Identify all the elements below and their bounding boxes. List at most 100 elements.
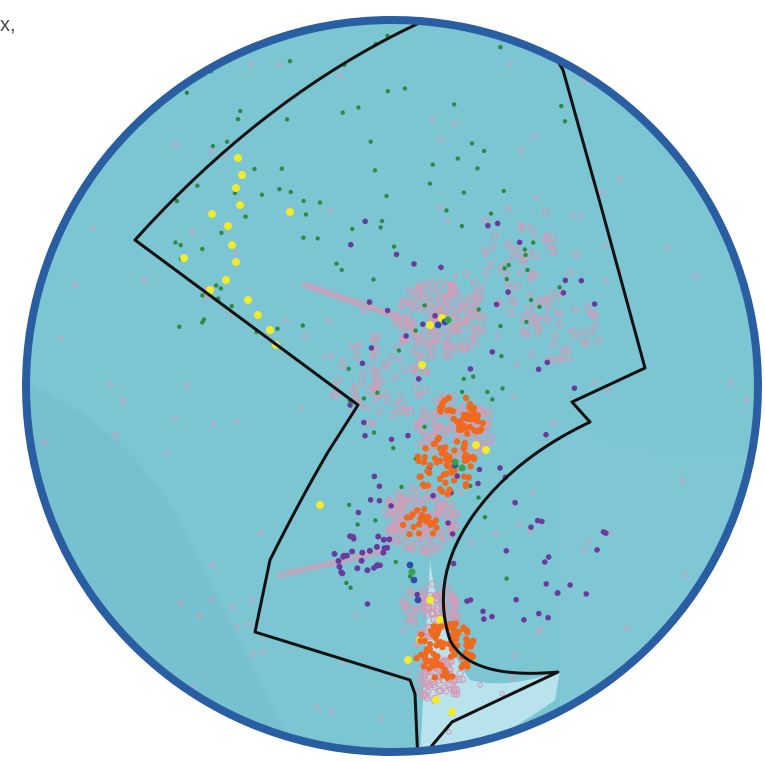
purple-marker [513, 596, 519, 603]
purple-marker [362, 218, 369, 225]
faint-marker [275, 62, 282, 69]
faint-marker [536, 628, 543, 634]
green-marker [210, 143, 216, 149]
yellow-marker [224, 222, 232, 230]
purple-marker [359, 549, 366, 556]
faint-marker [203, 295, 210, 301]
pink-marker [358, 378, 366, 386]
pink-marker [301, 566, 308, 573]
purple-marker [480, 608, 486, 615]
pink-marker [458, 404, 466, 412]
yellow-marker [232, 184, 240, 192]
faint-marker [321, 354, 328, 360]
pink-marker [333, 292, 341, 300]
faint-marker [444, 218, 451, 225]
orange-marker [471, 455, 478, 462]
faint-marker [339, 356, 346, 363]
pink-marker [370, 368, 378, 376]
green-marker [174, 198, 180, 204]
green-marker [502, 266, 507, 271]
green-marker [373, 518, 378, 523]
purple-marker [376, 497, 383, 504]
orange-marker [442, 444, 449, 451]
pink-marker [550, 340, 558, 349]
faint-marker [177, 600, 184, 607]
orange-marker [422, 445, 429, 452]
green-marker [413, 328, 418, 333]
purple-marker [603, 530, 609, 536]
green-marker [537, 304, 542, 309]
pink-marker [369, 353, 377, 361]
orange-marker [450, 477, 458, 484]
green-marker [200, 293, 205, 298]
pink-marker [433, 396, 441, 404]
purple-marker [489, 349, 496, 355]
faint-marker [430, 116, 436, 122]
pink-marker [394, 313, 401, 321]
pink-marker [428, 412, 436, 420]
green-marker [482, 515, 488, 520]
purple-marker [475, 480, 481, 487]
faint-marker [446, 729, 452, 735]
yellow-marker [266, 326, 274, 334]
pink-marker [442, 687, 450, 695]
purple-marker [560, 290, 567, 296]
pink-marker [516, 269, 524, 277]
pink-marker [518, 224, 527, 232]
pink-marker [312, 563, 319, 570]
green-marker [393, 559, 398, 565]
orange-marker [460, 473, 468, 480]
purple-marker [594, 547, 600, 553]
pink-marker [414, 420, 422, 428]
pink-marker [399, 325, 407, 333]
orange-marker [437, 662, 445, 669]
green-marker [200, 320, 205, 325]
orange-marker [416, 473, 423, 481]
pink-marker [448, 398, 456, 406]
pink-marker [343, 296, 350, 303]
pink-marker [508, 284, 516, 292]
pink-marker [467, 445, 475, 453]
pink-marker [526, 291, 534, 299]
orange-marker [434, 436, 441, 443]
purple-marker [364, 601, 371, 607]
green-marker [317, 200, 323, 205]
pink-marker [464, 317, 472, 325]
pink-marker [438, 294, 446, 302]
pink-marker [407, 501, 415, 509]
green-marker [455, 156, 460, 161]
green-marker [275, 326, 280, 331]
orange-marker [439, 488, 446, 495]
pink-marker [463, 310, 471, 318]
pink-marker [347, 341, 355, 349]
pink-marker [359, 301, 366, 308]
pink-marker [371, 372, 379, 380]
yellow-marker [404, 656, 412, 664]
faint-marker [405, 669, 412, 676]
orange-marker [415, 530, 423, 537]
faint-marker [96, 147, 103, 154]
faint-marker [120, 397, 127, 404]
pink-marker [542, 312, 550, 321]
orange-marker [437, 408, 444, 415]
faint-marker [682, 571, 689, 578]
pink-marker [414, 498, 422, 506]
blue-marker [410, 576, 418, 584]
pink-marker [436, 503, 444, 511]
pink-marker [528, 350, 536, 358]
pink-marker [407, 544, 415, 552]
purple-marker [489, 613, 495, 620]
pink-marker [458, 675, 467, 683]
green-marker [184, 90, 190, 96]
faint-marker [530, 232, 537, 239]
orange-marker [399, 521, 407, 529]
orange-marker [441, 397, 448, 404]
pink-marker [440, 302, 448, 310]
pink-marker [430, 297, 438, 305]
pink-marker [460, 345, 468, 353]
pink-marker [452, 509, 460, 518]
orange-marker [460, 445, 467, 452]
pink-marker [481, 216, 489, 224]
pink-marker [431, 544, 439, 553]
